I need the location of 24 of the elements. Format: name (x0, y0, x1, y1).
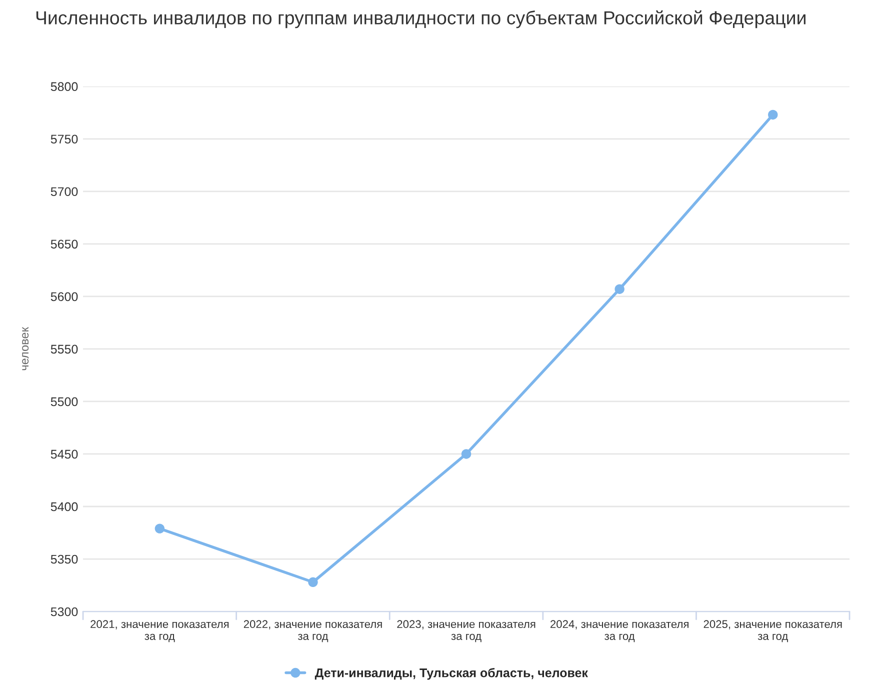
y-tick-label: 5700 (50, 187, 78, 196)
point (308, 577, 318, 587)
y-tick-label: 5500 (50, 397, 78, 406)
x-tick-label: 2022, значение показателя за год (244, 620, 382, 642)
y-tick-label: 5450 (50, 450, 78, 459)
x-tick-label: 2025, значение показателя за год (704, 620, 842, 642)
y-tick-label: 5400 (50, 502, 78, 512)
y-tick-label: 5550 (50, 344, 78, 354)
y-tick-label: 5600 (50, 292, 78, 302)
y-tick-label: 5750 (50, 134, 78, 144)
y-tick-label: 5800 (50, 82, 78, 92)
x-tick-label: 2021, значение показателя за год (90, 620, 229, 642)
point (768, 110, 778, 120)
y-tick-label: 5650 (50, 240, 78, 249)
y-tick-label: 5350 (50, 554, 78, 564)
y-axis-title: человек (22, 327, 29, 370)
point (461, 449, 472, 459)
point (614, 284, 624, 294)
x-tick-label: 2023, значение показателя за год (397, 620, 536, 642)
chart-title: Численность инвалидов по группам инвалидности по субъектам Российской Федерации (36, 10, 806, 28)
y-tick-label: 5300 (50, 607, 78, 616)
point (154, 524, 165, 534)
x-tick-label: 2024, значение показателя за год (550, 620, 688, 642)
legend-label: Дети-инвалиды, Тульская область, человек (314, 668, 588, 680)
